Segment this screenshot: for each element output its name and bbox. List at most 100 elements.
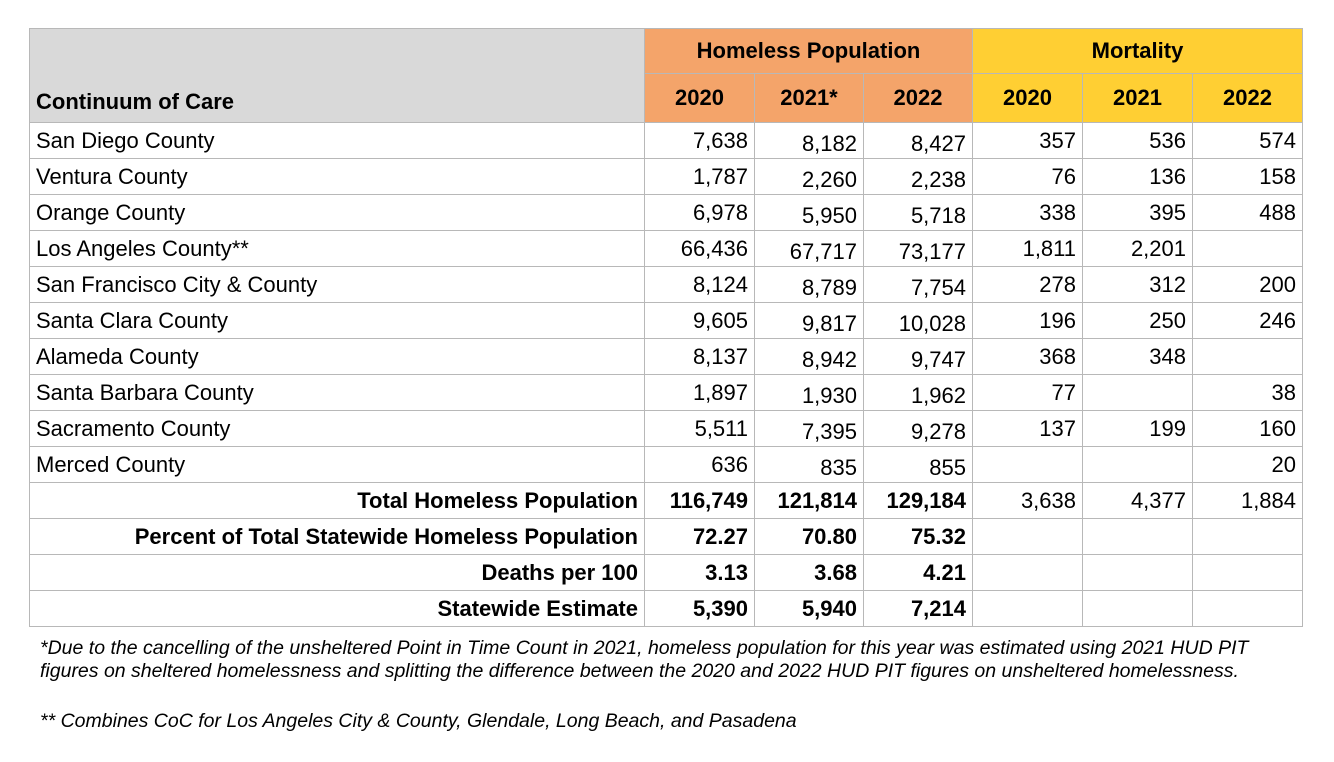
coc-name: San Francisco City & County: [29, 266, 645, 303]
summary-cell: 5,390: [644, 590, 755, 627]
table-cell: 488: [1191, 194, 1304, 231]
table-cell: 835: [754, 446, 864, 483]
summary-cell: [972, 518, 1083, 555]
table-cell: 1,811: [972, 230, 1083, 267]
table-cell: 77: [972, 374, 1083, 411]
table-cell: 1,787: [644, 158, 755, 195]
summary-cell: [1191, 554, 1304, 591]
summary-cell: 5,940: [754, 590, 864, 627]
summary-row: Total Homeless Population 116,749 121,814 1…: [29, 482, 1304, 519]
table-cell: [1191, 338, 1304, 375]
table-cell: 395: [1082, 194, 1193, 231]
summary-cell: 116,749: [644, 482, 755, 519]
summary-cell: 3.68: [754, 554, 864, 591]
table-cell: 9,817: [754, 302, 864, 339]
table-cell: 8,124: [644, 266, 755, 303]
table-cell: 7,638: [644, 122, 755, 159]
table-cell: [1082, 374, 1193, 411]
table-cell: 357: [972, 122, 1083, 159]
summary-cell: [1191, 590, 1304, 627]
table-cell: 76: [972, 158, 1083, 195]
table-cell: 8,789: [754, 266, 864, 303]
table-cell: 5,511: [644, 410, 755, 447]
summary-cell: [972, 554, 1083, 591]
table-cell: 6,978: [644, 194, 755, 231]
table-cell: 9,747: [863, 338, 973, 375]
summary-cell: 121,814: [754, 482, 864, 519]
table-row: Santa Barbara County 1,897 1,930 1,962 77 38: [29, 374, 1304, 411]
table-cell: 1,962: [863, 374, 973, 411]
table-row: Sacramento County 5,511 7,395 9,278 137 199 16…: [29, 410, 1304, 447]
coc-name: Ventura County: [29, 158, 645, 195]
table-cell: 312: [1082, 266, 1193, 303]
summary-cell: 72.27: [644, 518, 755, 555]
table-cell: 160: [1191, 410, 1304, 447]
summary-cell: [1191, 518, 1304, 555]
coc-name: Santa Barbara County: [29, 374, 645, 411]
table-cell: 137: [972, 410, 1083, 447]
table-cell: 8,942: [754, 338, 864, 375]
coc-name: Sacramento County: [29, 410, 645, 447]
table-cell: 536: [1082, 122, 1193, 159]
summary-cell: [1082, 518, 1193, 555]
continuum-of-care-header: Continuum of Care: [29, 28, 645, 123]
coc-name: Alameda County: [29, 338, 645, 375]
summary-row: Percent of Total Statewide Homeless Popu…: [29, 518, 1304, 555]
summary-cell: [972, 590, 1083, 627]
year-header: 2022: [863, 73, 973, 123]
year-header: 2020: [644, 73, 755, 123]
table-cell: 10,028: [863, 302, 973, 339]
table-cell: 2,238: [863, 158, 973, 195]
year-header: 2021: [1082, 73, 1193, 123]
year-header: 2021*: [754, 73, 864, 123]
table-cell: 636: [644, 446, 755, 483]
summary-cell: 129,184: [863, 482, 973, 519]
summary-label: Percent of Total Statewide Homeless Popu…: [29, 518, 645, 555]
summary-cell: 4.21: [863, 554, 973, 591]
summary-label: Statewide Estimate: [29, 590, 645, 627]
table-cell: 2,260: [754, 158, 864, 195]
summary-label: Deaths per 100: [29, 554, 645, 591]
table-cell: 8,182: [754, 122, 864, 159]
table-cell: 348: [1082, 338, 1193, 375]
table-cell: 574: [1191, 122, 1304, 159]
table-cell: 200: [1191, 266, 1304, 303]
table-row: San Diego County 7,638 8,182 8,427 357 536 574: [29, 122, 1304, 159]
table-cell: 8,137: [644, 338, 755, 375]
table-cell: [1082, 446, 1193, 483]
table-cell: 8,427: [863, 122, 973, 159]
table-cell: 9,278: [863, 410, 973, 447]
table-row: Merced County 636 835 855 20: [29, 446, 1304, 483]
table-row: Ventura County 1,787 2,260 2,238 76 136 158: [29, 158, 1304, 195]
table-cell: 9,605: [644, 302, 755, 339]
coc-name: Orange County: [29, 194, 645, 231]
table-cell: 368: [972, 338, 1083, 375]
table-cell: 73,177: [863, 230, 973, 267]
mortality-group-header: Mortality: [971, 28, 1304, 74]
table-cell: 136: [1082, 158, 1193, 195]
year-header: 2022: [1191, 73, 1304, 123]
table-row: Alameda County 8,137 8,942 9,747 368 348: [29, 338, 1304, 375]
table-cell: 196: [972, 302, 1083, 339]
summary-row: Deaths per 100 3.13 3.68 4.21: [29, 554, 1304, 591]
table-row: Orange County 6,978 5,950 5,718 338 395 488: [29, 194, 1304, 231]
coc-name: San Diego County: [29, 122, 645, 159]
summary-row: Statewide Estimate 5,390 5,940 7,214: [29, 590, 1304, 627]
table-cell: 1,930: [754, 374, 864, 411]
table-cell: 7,754: [863, 266, 973, 303]
table-cell: 2,201: [1082, 230, 1193, 267]
summary-cell: 75.32: [863, 518, 973, 555]
table-cell: 1,897: [644, 374, 755, 411]
table-cell: 66,436: [644, 230, 755, 267]
coc-name: Santa Clara County: [29, 302, 645, 339]
homeless-population-group-header: Homeless Population: [644, 28, 973, 74]
table-cell: 7,395: [754, 410, 864, 447]
table-cell: 199: [1082, 410, 1193, 447]
summary-cell: 3,638: [972, 482, 1083, 519]
table-cell: 5,718: [863, 194, 973, 231]
table-cell: [972, 446, 1083, 483]
coc-name: Los Angeles County**: [29, 230, 645, 267]
year-header: 2020: [972, 73, 1083, 123]
footnote-la-combined: ** Combines CoC for Los Angeles City & C…: [40, 710, 797, 732]
summary-cell: 3.13: [644, 554, 755, 591]
